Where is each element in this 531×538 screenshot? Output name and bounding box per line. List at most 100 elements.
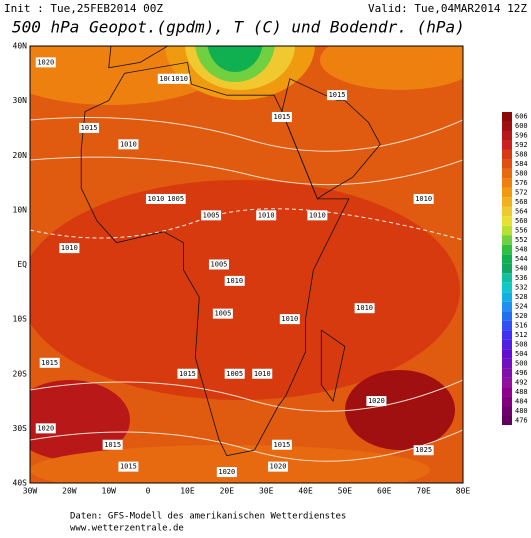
isobar-label-box <box>307 210 328 221</box>
map-field <box>30 46 463 483</box>
isobar-label-box <box>145 193 166 204</box>
colorbar-swatch <box>502 368 512 378</box>
isobar-label-box <box>118 461 139 472</box>
isobar-label-box <box>252 368 273 379</box>
isobar-label-box <box>224 368 245 379</box>
colorbar-label: 564 <box>515 208 528 216</box>
colorbar-label: 560 <box>515 217 528 225</box>
colorbar-label: 520 <box>515 312 528 320</box>
isobar-label-box <box>79 122 100 133</box>
colorbar-label: 500 <box>515 359 528 367</box>
colorbar-swatch <box>502 254 512 264</box>
map-frame <box>29 45 464 484</box>
isobar-label: 1025 <box>415 446 432 454</box>
isobar-label-box <box>271 112 292 123</box>
colorbar-label: 556 <box>515 227 528 235</box>
isobar-label-box <box>102 439 123 450</box>
isobar-label-box <box>413 193 434 204</box>
isobar-label: 1015 <box>41 359 58 367</box>
colorbar-label: 492 <box>515 378 528 386</box>
isobar-label: 1005 <box>211 261 228 269</box>
latitude-label: 30S <box>13 424 28 433</box>
colorbar-swatch <box>502 244 512 255</box>
isobar-label-box <box>271 439 292 450</box>
colorbar-swatch <box>502 406 512 416</box>
longitude-label: 80E <box>456 487 471 496</box>
isobar-label-box <box>224 275 245 286</box>
longitude-label: 40E <box>298 487 313 496</box>
longitude-label: 0 <box>146 487 151 496</box>
colorbar-swatch <box>502 112 512 122</box>
colorbar-label: 552 <box>515 236 528 244</box>
isobar-label: 1015 <box>179 370 196 378</box>
isobar-label: 1015 <box>329 91 346 99</box>
isobar-label-box <box>39 357 60 368</box>
website: www.wetterzentrale.de <box>70 524 184 534</box>
isobar-label: 1010 <box>281 315 298 323</box>
map-title: 500 hPa Geopot.(gpdm), T (C) und Bodendr… <box>12 18 465 37</box>
isobar-label: 1010 <box>309 211 326 219</box>
isobar-label: 1005 <box>203 211 220 219</box>
colorbar-label: 512 <box>515 331 528 339</box>
isobar-label: 1000 <box>159 75 176 83</box>
colorbar-swatch <box>502 140 512 150</box>
data-source: Daten: GFS-Modell des amerikanischen Wet… <box>70 512 346 522</box>
latitude-label: EQ <box>17 260 27 269</box>
colorbar-label: 580 <box>515 170 528 178</box>
longitude-label: 20W <box>62 487 77 496</box>
colorbar-swatch <box>502 311 512 321</box>
isobar-label-box <box>201 210 222 221</box>
latitude-label: 10S <box>13 315 28 324</box>
latitude-label: 20N <box>13 151 28 160</box>
latitude-label: 30N <box>13 96 28 105</box>
isobar-label: 1010 <box>226 277 243 285</box>
colorbar-label: 488 <box>515 388 528 396</box>
longitude-label: 30E <box>259 487 274 496</box>
isobar-label-box <box>216 467 237 478</box>
init-time: Init : Tue,25FEB2014 00Z <box>4 2 163 15</box>
isobar-label: 1010 <box>171 75 188 83</box>
colorbar-label: 548 <box>515 246 528 254</box>
isobar-label: 1005 <box>214 310 231 318</box>
colorbar-swatch <box>502 121 512 131</box>
valid-time: Valid: Tue,04MAR2014 12Z <box>368 2 527 15</box>
isobar-label-box <box>157 73 178 84</box>
colorbar-label: 544 <box>515 255 528 263</box>
colorbar-label: 484 <box>515 397 528 405</box>
isobar-label: 1020 <box>37 424 54 432</box>
colorbar-swatch <box>502 168 512 179</box>
colorbar-label: 584 <box>515 160 528 168</box>
isobar-label-box <box>327 90 348 101</box>
colorbar-label: 606 <box>515 113 528 121</box>
isobar-label-box <box>169 73 190 84</box>
latitude-label: 40N <box>13 42 28 51</box>
colorbar-label: 524 <box>515 302 528 310</box>
colorbar-swatch <box>502 292 512 302</box>
colorbar-label: 596 <box>515 132 528 140</box>
isobar-label: 1010 <box>120 140 137 148</box>
colorbar-swatch <box>502 273 512 283</box>
isobar-label: 1010 <box>254 370 271 378</box>
isobar-label: 1010 <box>61 244 78 252</box>
colorbar-swatch <box>502 301 512 312</box>
longitude-label: 60E <box>377 487 392 496</box>
isobar-label-box <box>118 139 139 150</box>
isobar-label-box <box>267 461 288 472</box>
colorbar-label: 516 <box>515 321 528 329</box>
colorbar-label: 508 <box>515 340 528 348</box>
isobar-label: 1015 <box>273 113 290 121</box>
colorbar-label: 576 <box>515 179 528 187</box>
latitude-label: 20S <box>13 369 28 378</box>
isobar-label: 1015 <box>120 463 137 471</box>
colorbar-swatch <box>502 282 512 293</box>
colorbar-label: 496 <box>515 369 528 377</box>
isobar-label-box <box>165 193 186 204</box>
colorbar-swatch <box>502 235 512 245</box>
colorbar-swatch <box>502 330 512 340</box>
longitude-label: 50E <box>338 487 353 496</box>
coastline <box>320 329 346 403</box>
isobar-label: 1020 <box>37 58 54 66</box>
colorbar-label: 536 <box>515 274 528 282</box>
